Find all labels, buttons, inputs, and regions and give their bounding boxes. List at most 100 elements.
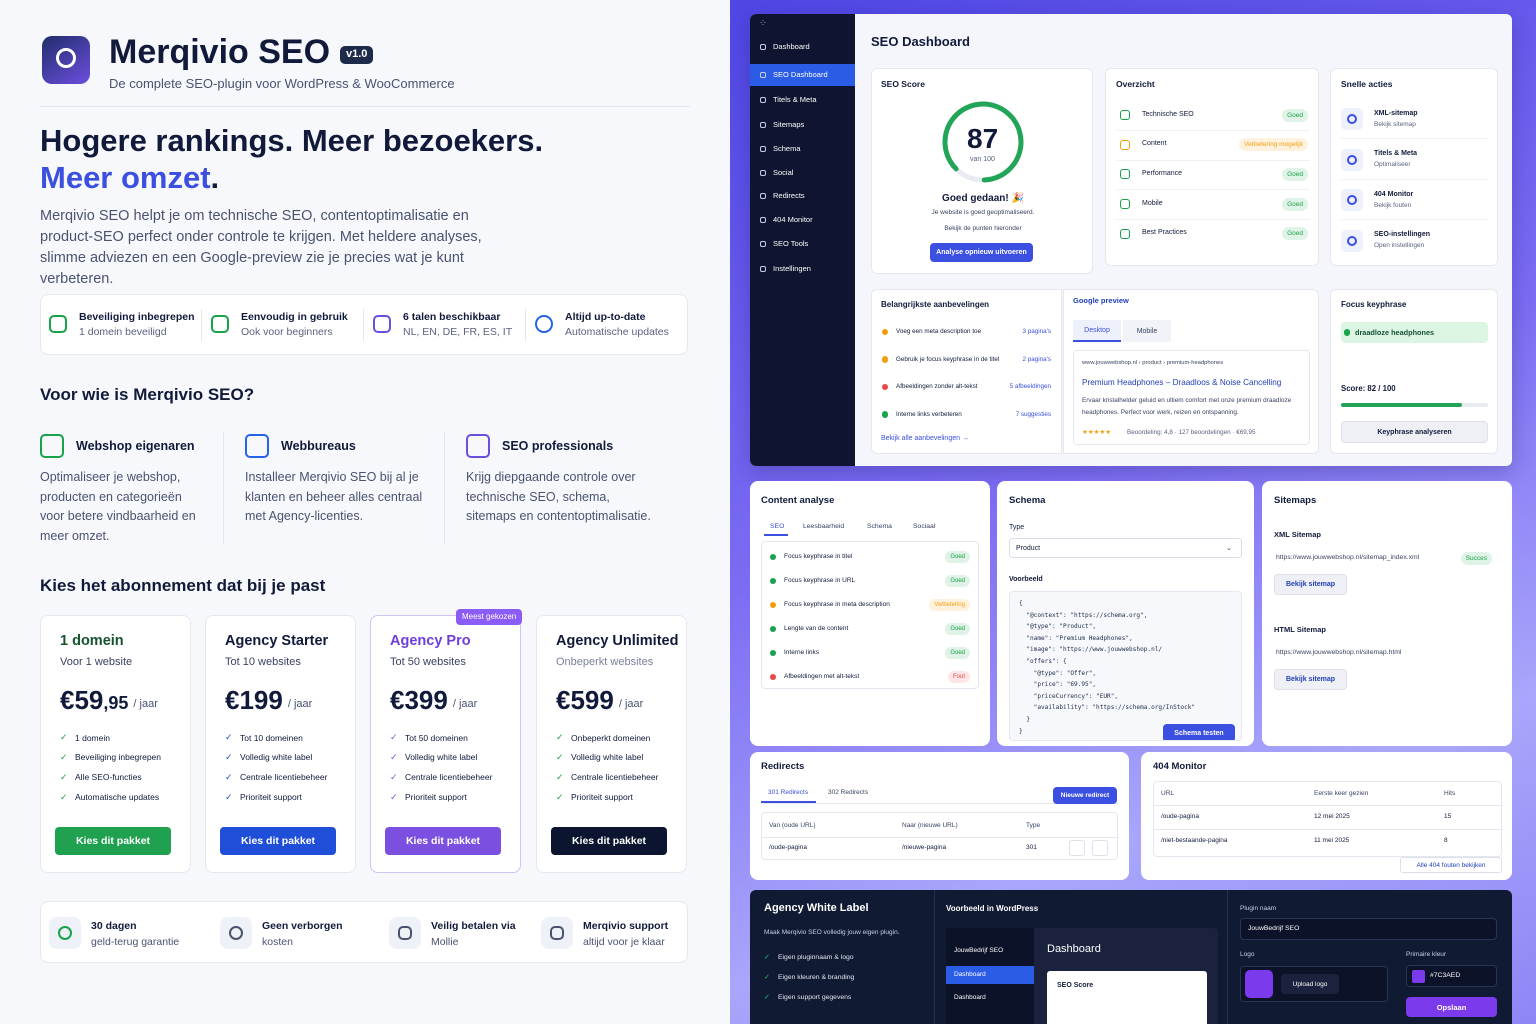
quick-sub: Open instellingen (1374, 242, 1425, 250)
field-value: JouwBedrijf SEO (1248, 925, 1300, 933)
keyphrase-button[interactable]: Keyphrase analyseren (1341, 421, 1488, 443)
sitemap-button[interactable]: Bekijk sitemap (1274, 669, 1347, 690)
redirect-button[interactable]: Nieuwe redirect (1053, 787, 1117, 804)
plan-feature: Centrale licentiebeheer (405, 772, 493, 783)
monitor-link[interactable]: Alle 404 fouten bekijken (1400, 857, 1502, 873)
save-button[interactable]: Opslaan (1406, 997, 1497, 1017)
row-divider (1116, 159, 1310, 161)
status-badge: Goed (1282, 108, 1308, 122)
analysis-list: Focus keyphrase in titel Goed Focus keyphr… (761, 541, 979, 689)
plan-feature: Volledig white label (571, 752, 644, 763)
field-value: #7C3AED (1430, 972, 1461, 980)
status-dot (881, 328, 889, 336)
sidebar-icon (760, 170, 766, 176)
check: ✓ (764, 953, 770, 961)
tab[interactable]: Sociaal (913, 522, 936, 530)
plugin-name-field[interactable]: JouwBedrijf SEO (1240, 918, 1497, 940)
quick-actions-card: Snelle acties XML-sitemap Bekijk sitemap Ti… (1330, 68, 1498, 266)
check: ✓ (225, 752, 233, 763)
sidebar-item[interactable]: SEO Tools (773, 239, 809, 249)
sidebar-item[interactable]: Dashboard (773, 42, 810, 52)
guarantee-title: Merqivio support (583, 920, 669, 933)
score-arc (942, 101, 1024, 183)
card-title: 404 Monitor (1153, 761, 1207, 773)
tab[interactable]: Leesbaarheid (803, 522, 845, 530)
card-title: Sitemaps (1274, 495, 1317, 507)
quick-title[interactable]: Titels & Meta (1374, 150, 1418, 158)
rec-text: Voeg een meta description toe (896, 328, 982, 336)
score-button[interactable]: Analyse opnieuw uitvoeren (930, 243, 1033, 262)
overview-label: Performance (1142, 170, 1183, 178)
quick-sub: Bekijk fouten (1374, 201, 1412, 209)
plan-button[interactable]: Kies dit pakket (551, 827, 667, 855)
overview-label: Best Practices (1142, 229, 1187, 237)
status-dot (769, 649, 777, 657)
check: ✓ (60, 791, 68, 802)
tab[interactable]: Schema (867, 522, 892, 530)
feature-strip: Beveiliging inbegrepen 1 domein beveiligd… (40, 294, 688, 355)
tab[interactable]: 301 Redirects (768, 788, 809, 796)
quick-glyph (1347, 114, 1357, 124)
plan-button[interactable]: Kies dit pakket (385, 827, 501, 855)
tab[interactable]: 302 Redirects (828, 788, 869, 796)
field-label: HTML Sitemap (1274, 625, 1326, 635)
headline-end: . (210, 159, 220, 195)
field-label: Type (1009, 523, 1025, 531)
check: ✓ (60, 771, 68, 782)
color-field[interactable]: #7C3AED (1406, 965, 1497, 987)
keyphrase-field: draadloze headphones (1341, 322, 1488, 343)
plan-period: / jaar (133, 698, 158, 711)
tab-underline (764, 534, 788, 536)
plan-sub: Onbeperkt websites (556, 656, 654, 669)
guarantee-title: Geen verborgen (262, 920, 343, 933)
sidebar-item[interactable]: Instellingen (773, 264, 811, 274)
preview-tab[interactable]: Mobile (1123, 320, 1171, 342)
sitemap-url: https://www.jouwwebshop.nl/sitemap.html (1276, 648, 1402, 656)
edit-button[interactable] (1069, 840, 1085, 856)
preview-tab[interactable]: Desktop (1073, 320, 1121, 342)
audience-icon (40, 434, 64, 458)
upload-button[interactable]: Upload logo (1281, 974, 1339, 994)
recs-link[interactable]: Bekijk alle aanbevelingen → (881, 434, 969, 442)
sidebar-item[interactable]: Redirects (773, 191, 805, 201)
wp-card-title: SEO Score (1057, 981, 1094, 989)
table-cell: /nieuwe-pagina (902, 843, 947, 851)
check: ✓ (390, 791, 398, 802)
sidebar-item[interactable]: Titels & Meta (773, 95, 817, 105)
type-select[interactable]: Product ⌄ (1009, 538, 1242, 558)
schema-button[interactable]: Schema testen (1163, 724, 1235, 740)
sidebar-item[interactable]: SEO Dashboard (773, 70, 828, 80)
plan-feature: Volledig white label (405, 752, 478, 763)
plan-button[interactable]: Kies dit pakket (55, 827, 171, 855)
score-ring (942, 101, 1024, 183)
check: ✓ (390, 732, 398, 743)
card-title: Schema (1009, 495, 1046, 507)
plan-button[interactable]: Kies dit pakket (220, 827, 336, 855)
delete-button[interactable] (1092, 840, 1108, 856)
quick-title[interactable]: SEO-instellingen (1374, 231, 1431, 239)
sidebar-item[interactable]: Sitemaps (773, 120, 805, 130)
sidebar-item[interactable]: 404 Monitor (773, 215, 813, 225)
guarantee-title: Veilig betalen via (431, 920, 516, 933)
sitemap-button[interactable]: Bekijk sitemap (1274, 574, 1347, 595)
guarantee-glyph (398, 926, 412, 940)
quick-title[interactable]: 404 Monitor (1374, 190, 1414, 198)
wp-active (946, 966, 1034, 984)
card-title: Agency White Label (764, 902, 869, 915)
logo-preview (1245, 970, 1273, 998)
sitemap-url: https://www.jouwwebshop.nl/sitemap_index… (1276, 553, 1420, 561)
check: ✓ (225, 732, 233, 743)
sidebar-item[interactable]: Schema (773, 144, 801, 154)
wp-preview: JouwBedrijf SEO Dashboard Dashboard Dashboa… (946, 928, 1218, 1024)
guarantee-sub: kosten (262, 936, 293, 949)
select-value: Product (1016, 544, 1041, 552)
sidebar-item[interactable]: Social (773, 168, 794, 178)
quick-sub: Bekijk sitemap (1374, 120, 1416, 128)
quick-title[interactable]: XML-sitemap (1374, 109, 1418, 117)
score-value: 87 (967, 122, 999, 154)
table-header: Hits (1444, 789, 1456, 797)
feature-sub: 1 domein beveiligd (79, 326, 167, 339)
plan-feature: 1 domein (75, 732, 110, 743)
quick-sub: Optimaliseer (1374, 161, 1411, 169)
tab[interactable]: SEO (770, 522, 785, 530)
